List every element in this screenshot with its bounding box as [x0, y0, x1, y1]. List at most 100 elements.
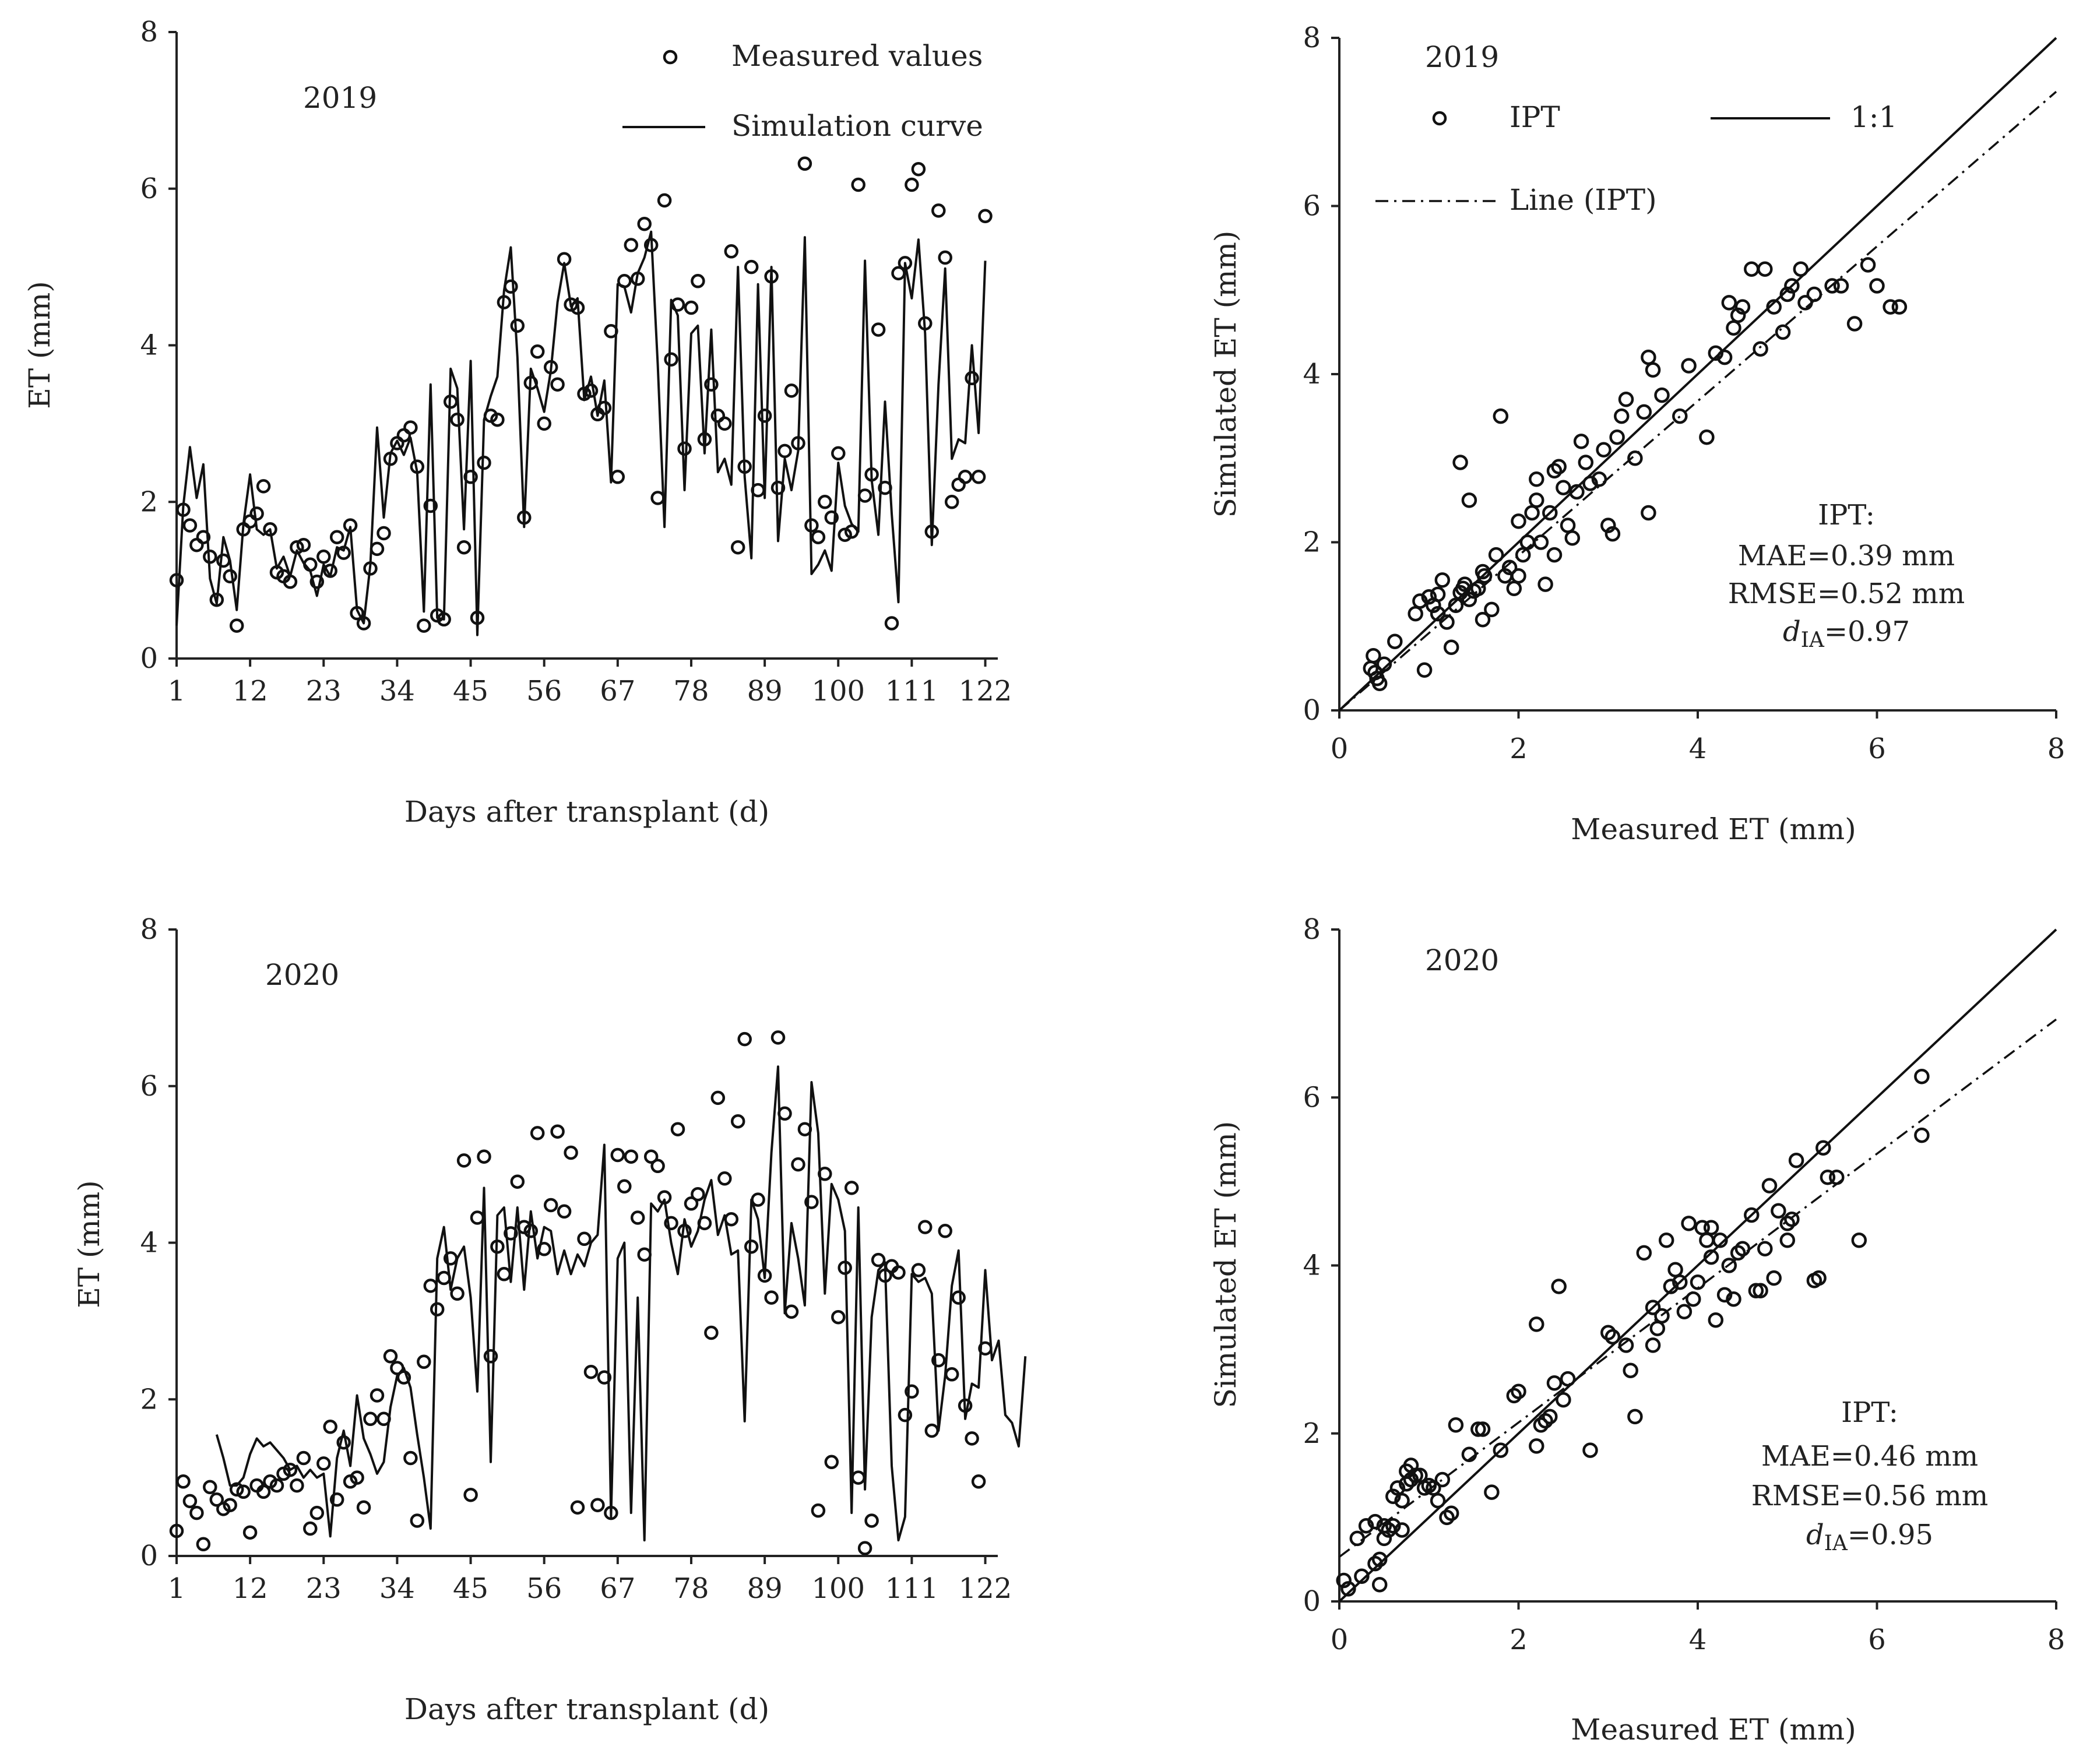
measured-point	[670, 297, 685, 312]
measured-point	[965, 371, 979, 386]
x-tick-label: 12	[233, 675, 268, 707]
measured-point	[710, 1090, 726, 1105]
scatter-point	[1461, 1446, 1477, 1463]
scatter-point	[1820, 1169, 1836, 1185]
measured-point	[938, 250, 952, 265]
y-tick-label: 4	[1303, 358, 1321, 390]
measured-point	[637, 1247, 652, 1262]
scatter-point	[1775, 324, 1791, 340]
scatter-point	[1421, 589, 1437, 605]
scatter-point	[1399, 1476, 1415, 1492]
measured-point	[356, 616, 371, 631]
scatter-point	[1614, 408, 1630, 424]
measured-point	[550, 377, 565, 392]
scatter-point	[1366, 647, 1381, 664]
scatter-point	[1591, 471, 1607, 487]
scatter-point	[1408, 605, 1423, 622]
scatter-point	[1560, 1371, 1576, 1387]
measured-point	[557, 1204, 572, 1219]
measured-point	[336, 1435, 351, 1450]
scatter-point	[1636, 1245, 1652, 1261]
x-tick-label: 34	[379, 1572, 415, 1605]
scatter-point	[1403, 1471, 1419, 1488]
x-tick-label: 122	[959, 1572, 1012, 1605]
measured-point	[905, 1384, 919, 1399]
measured-point	[570, 1500, 585, 1515]
measured-point	[383, 452, 398, 466]
scatter-point	[1721, 295, 1737, 311]
stats-rmse: RMSE=0.56 mm	[1751, 1480, 1989, 1512]
scatter-point	[1596, 442, 1611, 458]
d-subscript: IA	[1824, 1531, 1848, 1555]
x-tick-label: 8	[2047, 1624, 2066, 1656]
scatter-point	[1529, 492, 1544, 508]
scatter-point	[1784, 1211, 1800, 1227]
scatter-point	[1699, 429, 1715, 445]
measured-point	[684, 1196, 699, 1211]
measured-point	[958, 1398, 973, 1413]
scatter-point	[1529, 471, 1544, 487]
scatter-point	[1645, 362, 1661, 378]
x-tick-label: 100	[811, 1572, 865, 1605]
y-ticks: 0 2 4 6 8	[140, 913, 177, 1572]
scatter-point	[1708, 1312, 1724, 1328]
measured-point	[811, 530, 826, 544]
measured-point	[203, 1480, 217, 1495]
measured-point	[697, 1216, 712, 1231]
scatter-point	[1529, 1316, 1544, 1332]
measured-point	[918, 316, 933, 331]
y-tick-label: 2	[1303, 1417, 1321, 1450]
scatter-point	[1569, 484, 1585, 500]
measured-point	[664, 1216, 678, 1231]
scatter-point	[1761, 1178, 1778, 1193]
scatter-point	[1448, 1417, 1464, 1433]
y-tick-label: 0	[140, 1540, 158, 1572]
measured-point	[450, 412, 465, 427]
measured-point	[583, 383, 599, 398]
stats-box: IPT: MAE=0.39 mm RMSE=0.52 mm dIA=0.97	[1728, 499, 1965, 652]
measured-point	[577, 386, 592, 402]
y-ticks: 0 2 4 6 8	[1303, 22, 1339, 727]
measured-point	[437, 1270, 451, 1286]
y-tick-label: 8	[1303, 22, 1321, 54]
measured-point	[290, 1478, 304, 1493]
measured-point	[604, 1505, 618, 1520]
scatter-point	[1914, 1127, 1930, 1143]
x-tick-label: 2	[1510, 1624, 1528, 1656]
scatter-point	[1511, 568, 1526, 584]
scatter-point	[1556, 480, 1571, 495]
measured-point	[804, 518, 819, 533]
scatter-point	[1349, 1530, 1366, 1547]
measured-point	[704, 1325, 719, 1340]
x-tick-label: 122	[959, 675, 1012, 707]
legend-label-measured: Measured values	[731, 39, 983, 73]
scatter-point	[1475, 611, 1491, 628]
scatter-point	[1533, 1417, 1549, 1433]
scatter-point	[1654, 1308, 1670, 1324]
y-tick-label: 0	[140, 642, 158, 675]
measured-point	[677, 1224, 692, 1238]
measured-point	[784, 1304, 799, 1319]
year-label: 2019	[1425, 40, 1499, 74]
scatter-point	[1412, 593, 1428, 609]
series-layer	[1363, 257, 1908, 692]
scatter-point	[1336, 1572, 1352, 1589]
measured-point	[838, 1260, 852, 1275]
stats-title: IPT:	[1818, 499, 1875, 531]
scatter-point	[1511, 513, 1526, 529]
measured-point	[296, 1450, 311, 1466]
scatter-point	[1779, 1216, 1796, 1231]
scatter-point	[1681, 358, 1697, 374]
measured-point	[323, 1420, 337, 1434]
x-tick-label: 56	[526, 675, 562, 707]
scatter-point	[1537, 1413, 1553, 1429]
x-tick-label: 6	[1868, 1624, 1886, 1656]
measured-point	[744, 259, 759, 274]
measured-point	[864, 1513, 879, 1528]
stats-rmse: RMSE=0.52 mm	[1728, 578, 1965, 610]
measured-point	[504, 1226, 518, 1241]
legend-marker-ipt	[1432, 111, 1447, 126]
measured-point	[410, 1513, 425, 1528]
scatter-point	[1726, 1291, 1741, 1307]
scatter-point	[1793, 261, 1809, 277]
